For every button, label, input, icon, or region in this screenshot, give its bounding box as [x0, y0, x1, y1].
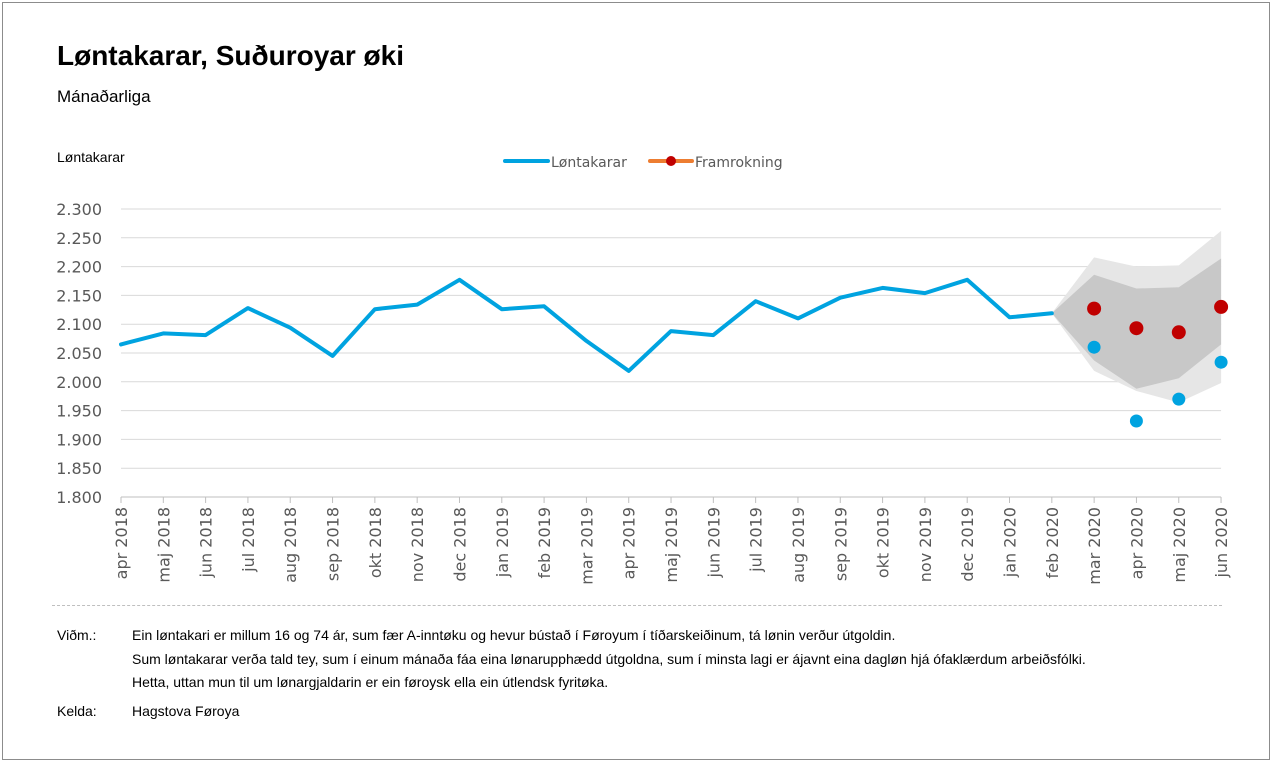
chart-title: Løntakarar, Suðuroyar øki [57, 40, 404, 71]
x-tick-label: maj 2019 [662, 507, 681, 583]
legend-marker-framrokning [666, 156, 676, 166]
point-lontakarar [1087, 340, 1101, 354]
x-tick-label: jul 2019 [747, 507, 766, 573]
separator [52, 605, 1222, 606]
point-lontakarar [1172, 392, 1186, 406]
y-tick-label: 1.850 [56, 459, 102, 478]
x-tick-label: okt 2019 [874, 507, 893, 578]
grid-lines [121, 208, 1222, 469]
x-tick-label: apr 2019 [620, 507, 639, 579]
y-tick-label: 1.900 [56, 430, 102, 449]
y-tick-label: 2.100 [56, 315, 102, 334]
x-tick-label: maj 2020 [1170, 507, 1189, 583]
x-tick-label: aug 2019 [789, 507, 808, 583]
point-lontakarar [1129, 414, 1143, 428]
chart-subtitle: Mánaðarliga [57, 87, 151, 106]
x-tick-label: jan 2019 [493, 507, 512, 578]
legend-label-lontakarar: Løntakarar [551, 155, 627, 171]
x-tick-label: okt 2018 [366, 507, 385, 578]
line-chart: Løntakarar Framrokning 1.8001.8501.9001.… [56, 155, 1231, 585]
x-axis [120, 496, 1222, 503]
y-tick-label: 2.300 [56, 200, 102, 219]
x-tick-label: feb 2019 [535, 507, 554, 578]
series-line-lontakarar [119, 277, 1054, 373]
x-tick-label: apr 2018 [112, 507, 131, 579]
point-framrokning [1214, 299, 1229, 314]
note-line-1: Ein løntakari er millum 16 og 74 ár, sum… [132, 627, 896, 643]
series [119, 277, 1229, 428]
x-tick-label: mar 2019 [577, 507, 596, 585]
y-tick-label: 1.800 [56, 488, 102, 507]
legend: Løntakarar Framrokning [503, 155, 783, 171]
y-tick-label: 2.000 [56, 373, 102, 392]
x-axis-ticks: apr 2018 maj 2018 jun 2018 jul 2018 aug 2018… [112, 507, 1231, 585]
y-axis-label: Løntakarar [57, 149, 125, 165]
legend-label-framrokning: Framrokning [695, 155, 783, 171]
x-tick-label: sep 2019 [831, 507, 850, 581]
x-tick-label: feb 2020 [1043, 507, 1062, 578]
y-tick-label: 1.950 [56, 402, 102, 421]
x-tick-label: jun 2018 [197, 507, 216, 579]
y-tick-label: 2.050 [56, 344, 102, 363]
y-tick-label: 2.250 [56, 229, 102, 248]
x-tick-label: sep 2018 [324, 507, 343, 581]
x-tick-label: jun 2019 [704, 507, 723, 579]
y-tick-label: 2.150 [56, 286, 102, 305]
y-tick-label: 2.200 [56, 258, 102, 277]
note-line-2: Sum løntakarar verða tald tey, sum í ein… [132, 651, 1086, 667]
x-tick-label: dec 2018 [451, 507, 470, 582]
point-lontakarar [1214, 355, 1228, 369]
x-tick-label: aug 2018 [281, 507, 300, 583]
x-tick-label: apr 2020 [1127, 507, 1146, 579]
point-framrokning [1087, 301, 1102, 316]
forecast-bands [1051, 230, 1222, 403]
point-framrokning [1171, 325, 1186, 340]
x-tick-label: jun 2020 [1212, 507, 1231, 579]
point-framrokning [1129, 321, 1144, 336]
x-tick-label: mar 2020 [1085, 507, 1104, 585]
source-label: Kelda: [57, 703, 97, 719]
x-tick-label: nov 2018 [408, 507, 427, 582]
note-line-3: Hetta, uttan mun til um lønargjaldarin e… [132, 674, 609, 690]
x-tick-label: dec 2019 [958, 507, 977, 582]
x-tick-label: jan 2020 [1001, 507, 1020, 578]
notes-label: Viðm.: [57, 627, 97, 643]
source-text: Hagstova Føroya [132, 703, 240, 719]
x-tick-label: nov 2019 [916, 507, 935, 582]
x-tick-label: jul 2018 [239, 507, 258, 573]
y-axis-ticks: 1.800 1.850 1.900 1.950 2.000 2.050 2.100 2.150… [56, 200, 102, 507]
x-tick-label: maj 2018 [154, 507, 173, 583]
